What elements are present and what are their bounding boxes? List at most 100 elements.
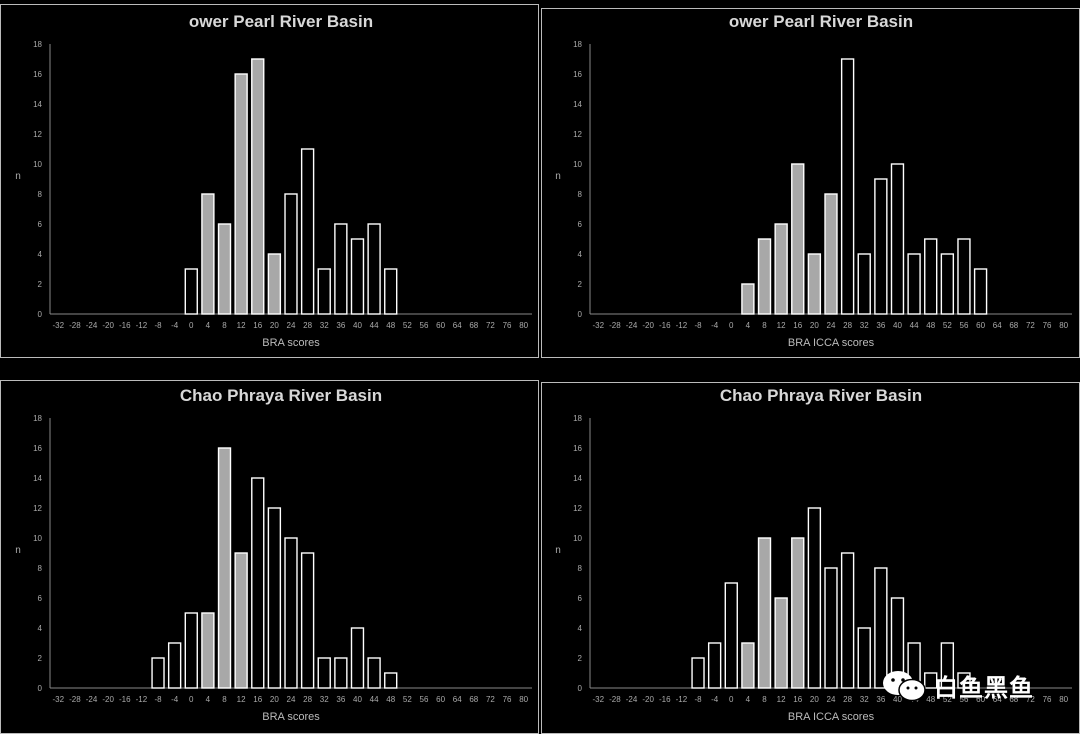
bar <box>940 253 955 315</box>
x-tick-label: -28 <box>609 321 621 330</box>
bar <box>774 223 788 315</box>
x-tick-label: 28 <box>303 321 312 330</box>
x-tick-label: 60 <box>976 695 985 704</box>
x-tick-label: -24 <box>626 321 638 330</box>
x-tick-label: 40 <box>893 695 902 704</box>
x-tick-label: 32 <box>320 321 329 330</box>
bar <box>840 552 855 689</box>
x-tick-label: 28 <box>843 321 852 330</box>
bar <box>284 193 298 315</box>
chart-svg-chao-bra: Chao Phraya River Basin024681012141618n-… <box>15 386 532 723</box>
y-tick-label: 8 <box>38 190 43 199</box>
x-tick-label: -16 <box>659 695 671 704</box>
y-tick-label: 10 <box>33 160 42 169</box>
bar <box>940 642 955 689</box>
y-tick-label: 2 <box>578 280 583 289</box>
bar <box>757 238 772 315</box>
chart-panel-chao-icca: Chao Phraya River Basin 0 2 4 6 8 10 12 14 16 18 n -… <box>540 374 1080 734</box>
x-tick-label: -16 <box>119 321 131 330</box>
bar <box>924 238 938 315</box>
bar <box>284 537 298 689</box>
x-tick-label: 52 <box>403 695 412 704</box>
bar <box>757 537 772 689</box>
watermark-text: 白鱼黑鱼 <box>934 674 1034 702</box>
x-tick-label: 52 <box>943 695 952 704</box>
y-tick-label: 4 <box>38 624 43 633</box>
bar <box>350 627 365 689</box>
bar <box>774 597 788 689</box>
x-tick-label: -4 <box>711 695 719 704</box>
bar <box>707 642 722 689</box>
x-tick-label: 44 <box>370 695 379 704</box>
x-tick-label: 52 <box>403 321 412 330</box>
x-tick-label: 80 <box>1059 321 1068 330</box>
x-tick-label: 52 <box>943 321 952 330</box>
bar <box>300 552 315 689</box>
x-tick-label: 24 <box>827 321 836 330</box>
x-tick-label: -24 <box>626 695 638 704</box>
x-tick-label: 48 <box>926 321 935 330</box>
y-tick-label: 8 <box>38 564 43 573</box>
y-axis-label: n <box>15 171 21 182</box>
bar <box>300 148 315 315</box>
bar <box>957 238 971 315</box>
x-tick-label: 68 <box>1009 695 1018 704</box>
x-tick-label: 48 <box>386 321 395 330</box>
y-tick-label: 0 <box>38 684 43 693</box>
bar <box>874 567 888 689</box>
x-tick-label: -8 <box>154 695 162 704</box>
x-tick-label: 64 <box>453 695 462 704</box>
bar <box>741 642 755 689</box>
bar <box>957 672 971 689</box>
y-tick-label: 18 <box>573 414 582 423</box>
y-axis-label: n <box>15 545 21 556</box>
bar <box>384 268 398 315</box>
x-tick-label: 68 <box>469 321 478 330</box>
y-tick-label: 14 <box>33 100 42 109</box>
x-tick-label: 4 <box>746 321 751 330</box>
x-tick-label: -28 <box>609 695 621 704</box>
x-tick-label: 72 <box>486 695 495 704</box>
y-tick-label: 16 <box>573 444 582 453</box>
x-tick-label: 8 <box>762 321 767 330</box>
x-tick-label: -12 <box>136 321 148 330</box>
x-tick-label: 24 <box>287 695 296 704</box>
x-tick-label: 40 <box>893 321 902 330</box>
y-tick-label: 10 <box>573 160 582 169</box>
x-tick-label: 4 <box>746 695 751 704</box>
x-tick-label: 36 <box>876 695 885 704</box>
bar <box>350 238 365 315</box>
x-tick-label: 56 <box>960 321 969 330</box>
bar <box>317 657 331 689</box>
x-tick-label: 16 <box>253 321 262 330</box>
bar <box>334 657 348 689</box>
y-tick-label: 8 <box>578 190 583 199</box>
x-tick-label: -28 <box>69 695 81 704</box>
x-tick-label: -32 <box>53 321 65 330</box>
x-tick-label: 12 <box>777 321 786 330</box>
x-tick-label: 4 <box>206 695 211 704</box>
chart-svg-pearl-bra: ower Pearl River Basin024681012141618n-3… <box>15 12 532 349</box>
bar <box>251 477 265 689</box>
bar <box>924 672 938 689</box>
x-tick-label: 76 <box>1043 695 1052 704</box>
watermark: 白鱼黑鱼 <box>880 668 1034 703</box>
x-tick-label: 76 <box>1043 321 1052 330</box>
x-tick-label: 76 <box>503 321 512 330</box>
x-tick-label: 68 <box>1009 321 1018 330</box>
x-axis-label: BRA ICCA scores <box>788 337 875 349</box>
x-tick-label: -20 <box>642 321 654 330</box>
y-tick-label: 4 <box>578 250 583 259</box>
x-tick-label: 68 <box>469 695 478 704</box>
x-axis-label: BRA scores <box>262 337 320 349</box>
x-tick-label: -4 <box>171 695 179 704</box>
bar <box>973 268 988 315</box>
x-tick-label: 48 <box>926 695 935 704</box>
y-tick-label: 12 <box>573 130 582 139</box>
x-tick-label: 24 <box>287 321 296 330</box>
bar <box>857 253 871 315</box>
x-axis-label: BRA scores <box>262 711 320 723</box>
x-tick-label: -24 <box>86 321 98 330</box>
y-tick-label: 18 <box>573 40 582 49</box>
x-tick-label: -20 <box>642 695 654 704</box>
